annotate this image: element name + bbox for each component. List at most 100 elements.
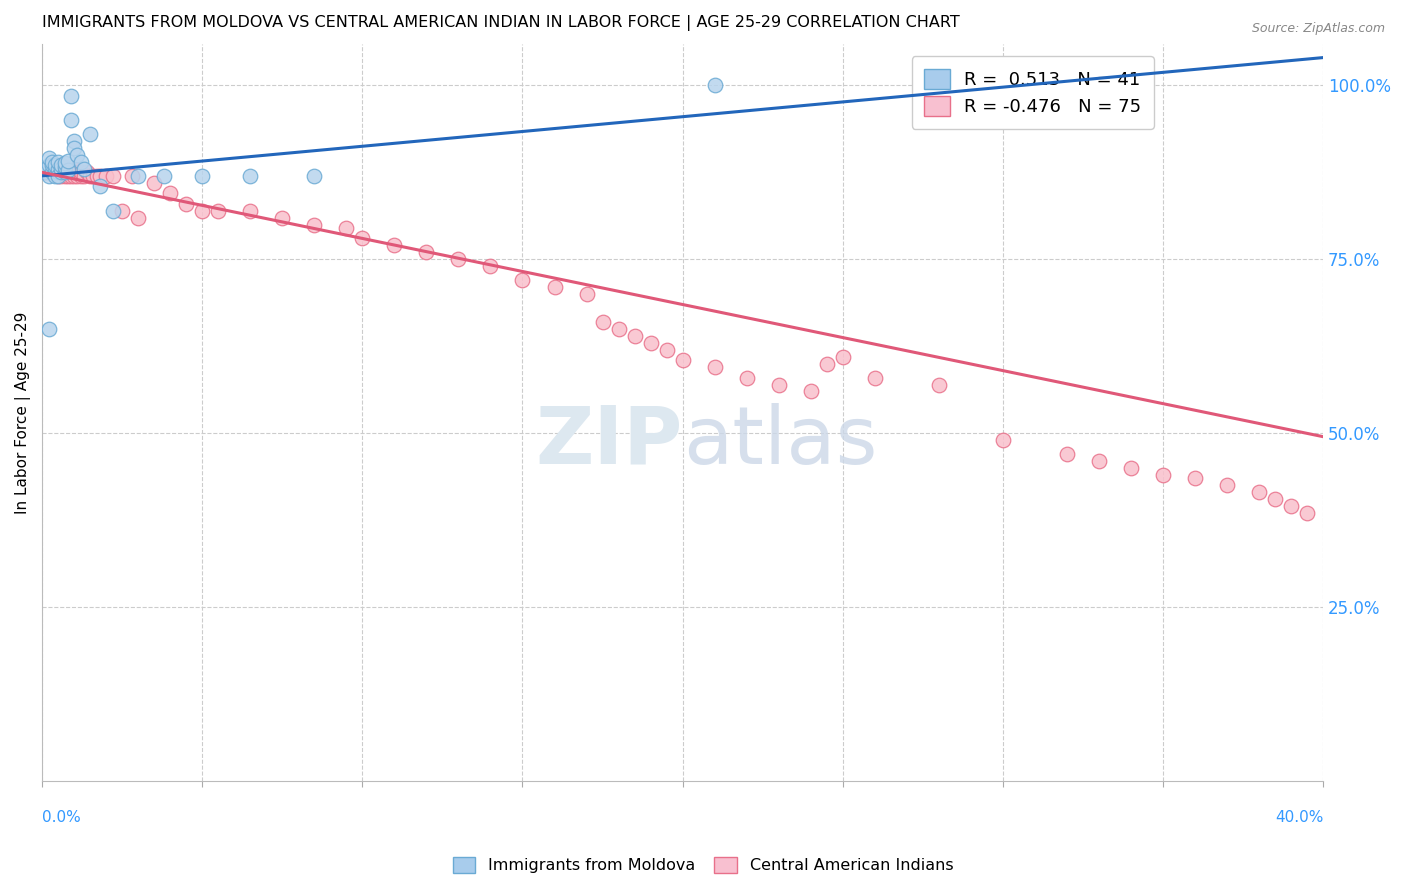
Point [38,169,60,183]
Point [63,161,86,176]
Point [63,169,86,183]
Point [46,169,69,183]
Point [44,169,66,183]
Point [46,169,69,183]
Point [51,165,73,179]
Point [352,231,374,245]
Text: IMMIGRANTS FROM MOLDOVA VS CENTRAL AMERICAN INDIAN IN LABOR FORCE | AGE 25-29 CO: IMMIGRANTS FROM MOLDOVA VS CENTRAL AMERI… [42,15,960,31]
Point [66,148,89,162]
Point [101,169,124,183]
Point [703,78,725,93]
Legend: R =  0.513   N = 41, R = -0.476   N = 75: R = 0.513 N = 41, R = -0.476 N = 75 [912,56,1154,128]
Point [304,218,326,232]
Point [44,165,66,179]
Point [46,155,69,169]
Point [63,134,86,148]
Point [512,273,534,287]
Point [640,335,662,350]
Text: atlas: atlas [683,403,877,481]
Point [56,169,79,183]
Point [575,287,598,301]
Point [89,169,111,183]
Point [304,169,326,183]
Point [1249,485,1271,500]
Point [41,165,63,179]
Point [46,161,69,176]
Point [1216,478,1239,492]
Point [41,165,63,179]
Point [51,165,73,179]
Point [34,165,56,179]
Point [479,259,502,273]
Point [991,433,1014,447]
Point [73,169,96,183]
Point [44,161,66,176]
Point [51,158,73,172]
Point [800,384,823,399]
Point [1056,447,1078,461]
Point [831,350,853,364]
Point [623,328,645,343]
Point [66,165,89,179]
Point [111,203,134,218]
Point [56,163,79,178]
Point [607,322,630,336]
Point [46,161,69,176]
Point [127,169,149,183]
Point [239,203,262,218]
Point [592,315,614,329]
Point [56,165,79,179]
Point [191,169,214,183]
Point [41,158,63,172]
Point [59,88,82,103]
Point [174,196,197,211]
Point [735,370,758,384]
Point [1184,471,1206,485]
Point [69,155,91,169]
Point [89,179,111,194]
Point [53,156,76,170]
Point [63,165,86,179]
Point [59,165,82,179]
Text: 0.0%: 0.0% [42,811,82,825]
Point [415,245,437,260]
Point [82,169,104,183]
Point [59,113,82,128]
Point [207,203,229,218]
Point [143,176,166,190]
Point [38,165,60,179]
Point [44,165,66,179]
Point [271,211,294,225]
Point [53,161,76,175]
Point [543,280,565,294]
Point [73,161,96,176]
Point [69,169,91,183]
Point [38,322,60,336]
Point [41,155,63,169]
Point [703,360,725,375]
Point [46,165,69,179]
Point [34,161,56,176]
Point [53,169,76,183]
Point [59,169,82,183]
Point [447,252,470,267]
Point [76,165,98,179]
Point [1279,500,1302,514]
Text: ZIP: ZIP [536,403,683,481]
Point [96,169,118,183]
Point [153,169,176,183]
Legend: Immigrants from Moldova, Central American Indians: Immigrants from Moldova, Central America… [447,850,959,880]
Point [66,169,89,183]
Point [655,343,678,357]
Point [63,141,86,155]
Point [191,203,214,218]
Point [44,158,66,172]
Point [56,153,79,168]
Point [38,152,60,166]
Point [1119,461,1142,475]
Point [34,165,56,179]
Point [127,211,149,225]
Text: 40.0%: 40.0% [1275,811,1323,825]
Point [69,165,91,179]
Point [1296,506,1319,520]
